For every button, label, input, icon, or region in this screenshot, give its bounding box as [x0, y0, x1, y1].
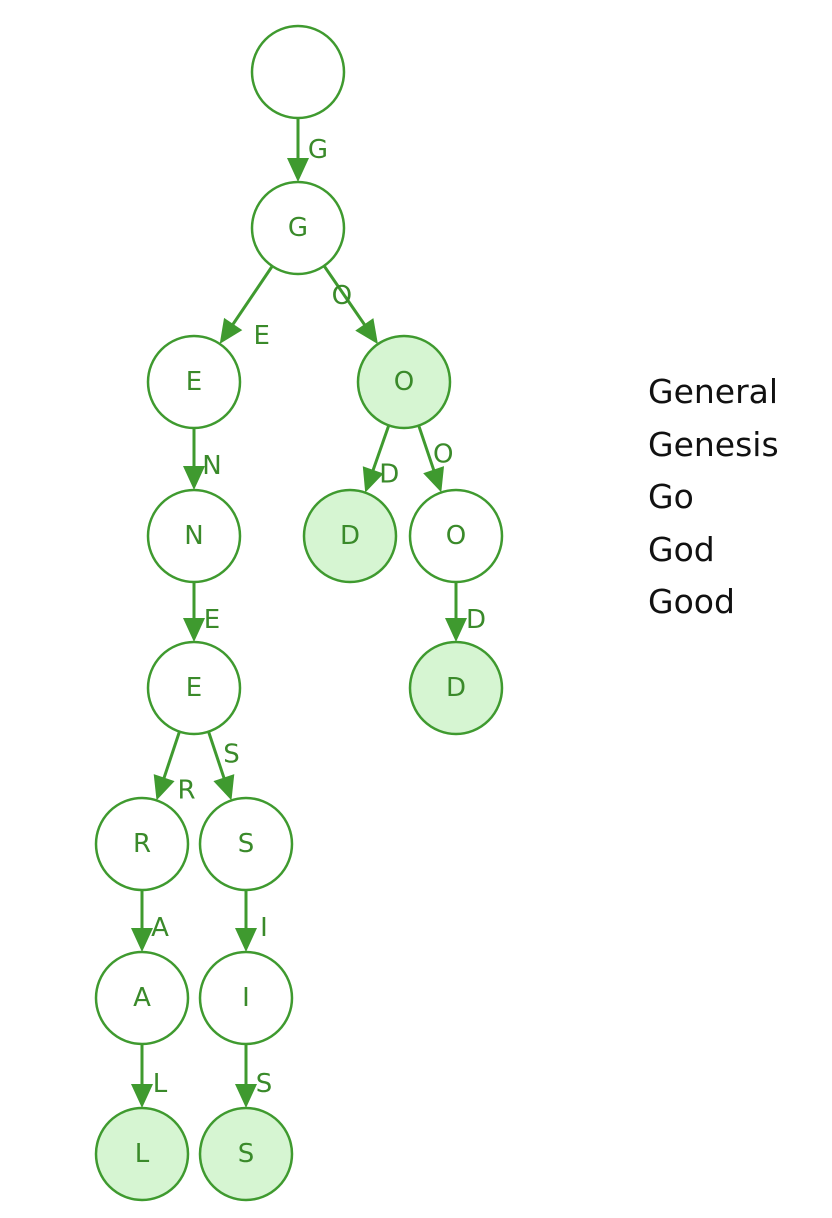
- trie-node-gener: R: [94, 796, 190, 892]
- node-label: S: [238, 1139, 255, 1169]
- edge-root-g: G: [287, 118, 328, 182]
- edge-label: E: [254, 321, 270, 351]
- trie-node-g: G: [250, 180, 346, 276]
- arrowhead-icon: [183, 466, 205, 490]
- edge-line: [162, 731, 181, 780]
- word-item: Go: [648, 477, 694, 516]
- node-label: D: [446, 673, 466, 703]
- edge-gener-genera: A: [131, 890, 169, 952]
- node-circle: [94, 950, 190, 1046]
- edge-g-ge: E: [219, 265, 274, 351]
- edge-gen-gene: E: [183, 582, 220, 642]
- arrowhead-icon: [131, 1084, 153, 1108]
- node-label: E: [186, 673, 202, 703]
- edge-label: O: [433, 439, 453, 469]
- node-circle: [408, 488, 504, 584]
- edge-gene-genes: S: [207, 731, 240, 801]
- arrowhead-icon: [219, 317, 243, 344]
- word-item: Genesis: [648, 424, 779, 464]
- node-label: D: [340, 521, 360, 551]
- node-circle: [198, 950, 294, 1046]
- arrowhead-icon: [131, 928, 153, 952]
- node-label: S: [238, 829, 255, 859]
- node-label: I: [242, 983, 250, 1013]
- terminal-node-circle: [408, 640, 504, 736]
- trie-node-general: L: [94, 1106, 190, 1202]
- word-item: Good: [648, 582, 735, 621]
- edge-label: D: [466, 605, 486, 635]
- node-label: E: [186, 367, 202, 397]
- node-label: O: [446, 521, 466, 551]
- node-circle: [198, 796, 294, 892]
- terminal-node-circle: [356, 334, 452, 430]
- edge-line: [322, 265, 367, 327]
- node-circle: [146, 640, 242, 736]
- arrowhead-icon: [235, 1084, 257, 1108]
- arrowhead-icon: [183, 618, 205, 642]
- edge-line: [230, 265, 274, 327]
- word-item: God: [648, 529, 715, 569]
- trie-node-good: D: [408, 640, 504, 736]
- node-label: O: [394, 367, 414, 397]
- word-item: General: [648, 372, 779, 411]
- arrowhead-icon: [423, 466, 445, 493]
- trie-node-genesis: S: [198, 1106, 294, 1202]
- edge-line: [417, 425, 436, 473]
- trie-node-goo: O: [408, 488, 504, 584]
- trie-node-genera: A: [94, 950, 190, 1046]
- trie-node-gen: N: [146, 488, 242, 584]
- edge-label: I: [260, 913, 268, 943]
- node-circle: [94, 796, 190, 892]
- node-label: R: [133, 829, 151, 859]
- edge-g-go: O: [322, 265, 378, 345]
- terminal-node-circle: [198, 1106, 294, 1202]
- node-circle: [146, 334, 242, 430]
- edge-gene-gener: R: [153, 731, 196, 805]
- edge-label: N: [202, 451, 221, 481]
- edge-go-god: D: [362, 424, 399, 493]
- edge-label: D: [379, 460, 399, 490]
- terminal-node-circle: [302, 488, 398, 584]
- edge-label: L: [153, 1069, 168, 1099]
- word-list: General Genesis Go God Good: [648, 366, 779, 629]
- trie-node-root: [250, 24, 346, 120]
- terminal-node-circle: [94, 1106, 190, 1202]
- arrowhead-icon: [235, 928, 257, 952]
- arrowhead-icon: [153, 774, 175, 801]
- edge-label: A: [151, 913, 169, 943]
- edge-genesi-genesis: S: [235, 1044, 272, 1108]
- edge-label: R: [178, 775, 196, 805]
- arrowhead-icon: [445, 618, 467, 642]
- trie-node-ge: E: [146, 334, 242, 430]
- trie-node-genesi: I: [198, 950, 294, 1046]
- trie-node-go: O: [356, 334, 452, 430]
- edge-genes-genesi: I: [235, 890, 268, 952]
- node-circle: [146, 488, 242, 584]
- arrowhead-icon: [355, 318, 378, 345]
- edge-goo-good: D: [445, 582, 486, 642]
- node-label: A: [133, 983, 151, 1013]
- edge-line: [371, 424, 391, 473]
- arrowhead-icon: [362, 466, 384, 493]
- node-label: G: [288, 213, 308, 243]
- arrowhead-icon: [213, 774, 235, 801]
- edge-label: O: [332, 281, 352, 311]
- edge-label: E: [204, 605, 220, 635]
- trie-node-god: D: [302, 488, 398, 584]
- edge-label: S: [256, 1069, 273, 1099]
- node-circle: [250, 24, 346, 120]
- edge-label: S: [223, 739, 240, 769]
- node-label: N: [184, 521, 203, 551]
- edge-line: [207, 731, 226, 780]
- arrowhead-icon: [287, 158, 309, 182]
- trie-node-genes: S: [198, 796, 294, 892]
- edge-label: G: [308, 135, 328, 165]
- edge-go-goo: O: [417, 425, 454, 493]
- edge-genera-general: L: [131, 1044, 168, 1108]
- edge-ge-gen: N: [183, 428, 222, 490]
- node-circle: [250, 180, 346, 276]
- node-label: L: [135, 1139, 150, 1169]
- trie-node-gene: E: [146, 640, 242, 736]
